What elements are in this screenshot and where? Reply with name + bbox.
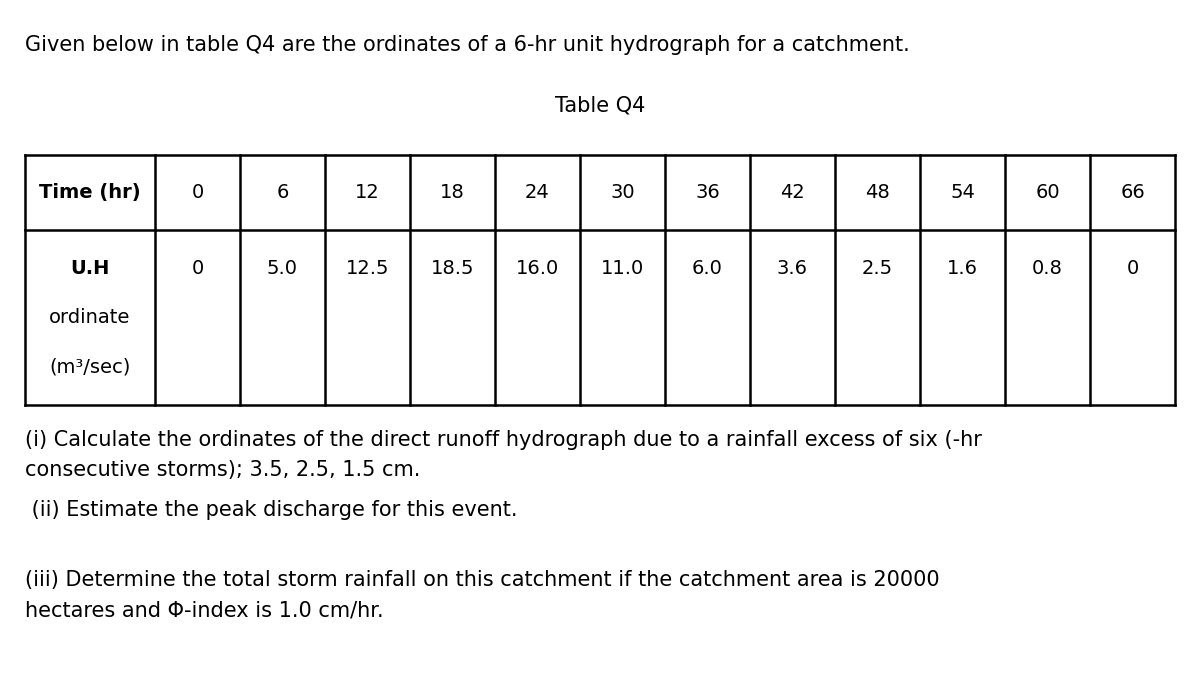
Text: 11.0: 11.0 [601, 259, 644, 278]
Text: 12.5: 12.5 [346, 259, 389, 278]
Text: ordinate: ordinate [49, 308, 131, 327]
Text: 18: 18 [440, 183, 464, 202]
Text: hectares and Φ-index is 1.0 cm/hr.: hectares and Φ-index is 1.0 cm/hr. [25, 600, 384, 620]
Text: 3.6: 3.6 [778, 259, 808, 278]
Text: (iii) Determine the total storm rainfall on this catchment if the catchment area: (iii) Determine the total storm rainfall… [25, 570, 940, 590]
Text: Given below in table Q4 are the ordinates of a 6-hr unit hydrograph for a catchm: Given below in table Q4 are the ordinate… [25, 35, 910, 55]
Text: 30: 30 [610, 183, 635, 202]
Text: 12: 12 [355, 183, 380, 202]
Text: 6: 6 [276, 183, 289, 202]
Text: 5.0: 5.0 [266, 259, 298, 278]
Text: (m³/sec): (m³/sec) [49, 357, 131, 376]
Text: 0: 0 [1127, 259, 1139, 278]
Text: Table Q4: Table Q4 [554, 95, 646, 115]
Text: 18.5: 18.5 [431, 259, 474, 278]
Text: 42: 42 [780, 183, 805, 202]
Text: 54: 54 [950, 183, 974, 202]
Text: U.H: U.H [71, 259, 109, 278]
Text: 36: 36 [695, 183, 720, 202]
Text: Time (hr): Time (hr) [40, 183, 140, 202]
Text: (i) Calculate the ordinates of the direct runoff hydrograph due to a rainfall ex: (i) Calculate the ordinates of the direc… [25, 430, 982, 450]
Text: consecutive storms); 3.5, 2.5, 1.5 cm.: consecutive storms); 3.5, 2.5, 1.5 cm. [25, 460, 420, 480]
Text: 2.5: 2.5 [862, 259, 893, 278]
Text: 0.8: 0.8 [1032, 259, 1063, 278]
Text: 1.6: 1.6 [947, 259, 978, 278]
Text: (ii) Estimate the peak discharge for this event.: (ii) Estimate the peak discharge for thi… [25, 500, 517, 520]
Text: 24: 24 [526, 183, 550, 202]
Text: 60: 60 [1036, 183, 1060, 202]
Text: 16.0: 16.0 [516, 259, 559, 278]
Text: 48: 48 [865, 183, 890, 202]
Text: 66: 66 [1120, 183, 1145, 202]
Text: 6.0: 6.0 [692, 259, 722, 278]
Text: 0: 0 [191, 259, 204, 278]
Text: 0: 0 [191, 183, 204, 202]
